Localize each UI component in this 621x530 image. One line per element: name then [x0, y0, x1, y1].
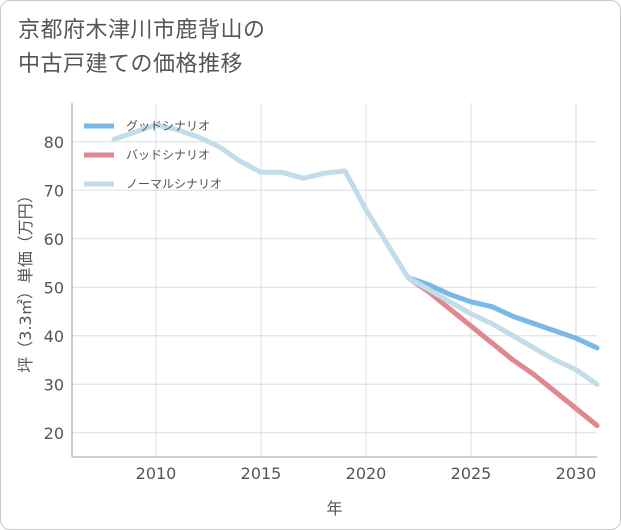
legend-label-1: バッドシナリオ: [126, 148, 210, 162]
y-tick-label-70: 70: [44, 181, 64, 200]
y-tick-label-80: 80: [44, 133, 64, 152]
series-line-0: [405, 275, 600, 351]
legend-label-2: ノーマルシナリオ: [126, 177, 222, 191]
chart-title-line-2: 中古戸建ての価格推移: [18, 52, 244, 77]
x-axis-title: 年: [326, 499, 342, 518]
chart-title: 京都府木津川市鹿背山の 中古戸建ての価格推移: [18, 14, 266, 82]
y-tick-label-30: 30: [44, 375, 64, 394]
y-tick-label-20: 20: [44, 424, 64, 443]
x-tick-label-2030: 2030: [556, 464, 597, 483]
chart-title-line-1: 京都府木津川市鹿背山の: [18, 18, 266, 43]
x-tick-label-2025: 2025: [451, 464, 492, 483]
legend-label-0: グッドシナリオ: [126, 119, 210, 133]
y-axis-title: 坪（3.3㎡）単価（万円）: [16, 187, 35, 372]
axes: [71, 103, 597, 458]
y-tick-label-40: 40: [44, 327, 64, 346]
x-tick-label-2020: 2020: [346, 464, 387, 483]
series-lines: [111, 122, 600, 428]
x-tick-label-2010: 2010: [136, 464, 177, 483]
y-tick-label-60: 60: [44, 230, 64, 249]
series-line-2: [111, 122, 600, 387]
x-tick-label-2015: 2015: [241, 464, 282, 483]
series-line-1: [405, 275, 600, 428]
y-tick-label-50: 50: [44, 278, 64, 297]
